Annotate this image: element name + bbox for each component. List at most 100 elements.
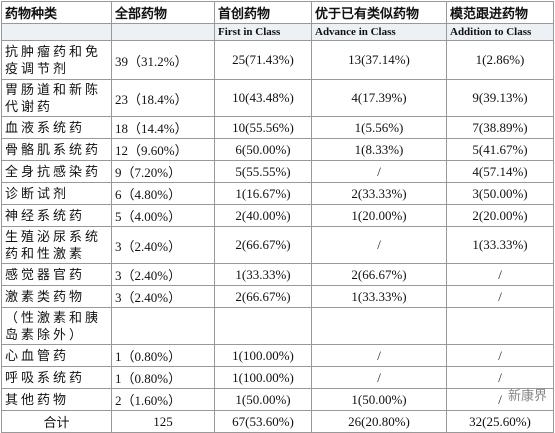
advance-cell: /: [311, 226, 447, 264]
category-cell: 激素类药物: [1, 285, 112, 308]
table-row: 合计 125 67(53.60%) 26(20.80%) 32(25.60%): [1, 410, 554, 433]
total-cell: [111, 307, 215, 345]
table-row: 全身抗感染药 9（7.20%） 5(55.55%)/4(57.14%): [1, 160, 554, 183]
header-cell: 药物种类: [1, 1, 112, 24]
total-cell: 39（31.2%）: [111, 40, 215, 80]
first-cell: 2(40.00%): [214, 204, 312, 227]
first-cell: 1(100.00%): [214, 366, 312, 389]
advance-cell: /: [311, 366, 447, 389]
first-cell: 1(16.67%): [214, 182, 312, 205]
advance-cell: /: [311, 344, 447, 367]
advance-cell: /: [311, 160, 447, 183]
first-cell: 1(33.33%): [214, 263, 312, 286]
table-row: 心血管药 1（0.80%） 1(100.00%) / /: [1, 344, 554, 367]
addition-cell: 1(33.33%): [446, 226, 554, 264]
advance-cell: 2(33.33%): [311, 182, 447, 205]
total-cell: 125: [111, 410, 215, 433]
advance-cell: 26(20.80%): [311, 410, 447, 433]
total-cell: 1（0.80%）: [111, 366, 215, 389]
total-cell: 23（18.4%）: [111, 79, 215, 117]
table-row: （性激素和胰岛素除外）: [1, 307, 554, 345]
category-cell: 抗肿瘤药和免疫调节剂: [1, 40, 112, 80]
category-cell: 血液系统药: [1, 116, 112, 139]
table-row: 药物种类 全部药物 首创药物 优于已有类似药物 模范跟进药物: [1, 1, 554, 24]
table-row: First in Class Advance in Class Addition t…: [1, 23, 554, 41]
subheader-cell: Addition to Class: [446, 23, 554, 41]
first-cell: [214, 307, 312, 345]
category-cell: 呼吸系统药: [1, 366, 112, 389]
addition-cell: [446, 307, 554, 345]
addition-cell: 1(2.86%): [446, 40, 554, 80]
table-row: 血液系统药 18（14.4%） 10(55.56%) 1(5.56%) 7(38.89%…: [1, 116, 554, 139]
first-cell: 10(55.56%): [214, 116, 312, 139]
first-cell: 67(53.60%): [214, 410, 312, 433]
subheader-cell: [1, 23, 112, 41]
addition-cell: 3(50.00%): [446, 182, 554, 205]
total-cell: 1（0.80%）: [111, 344, 215, 367]
total-cell: 9（7.20%）: [111, 160, 215, 183]
addition-cell: 5(41.67%): [446, 138, 554, 161]
first-cell: 2(66.67%): [214, 226, 312, 264]
advance-cell: 1(33.33%): [311, 285, 447, 308]
first-cell: 10(43.48%): [214, 79, 312, 117]
table-row: 诊断试剂 6（4.80%） 1(16.67%) 2(33.33%) 3(50.00%): [1, 182, 554, 205]
table-row: 抗肿瘤药和免疫调节剂 39（31.2%） 25(71.43%) 13(37.14%) 1…: [1, 40, 554, 80]
category-cell: 骨骼肌系统药: [1, 138, 112, 161]
advance-cell: [311, 307, 447, 345]
subheader-cell: First in Class: [214, 23, 312, 41]
header-cell: 优于已有类似药物: [311, 1, 447, 24]
addition-cell: /: [446, 263, 554, 286]
advance-cell: 1(50.00%): [311, 388, 447, 411]
addition-cell: 9(39.13%): [446, 79, 554, 117]
addition-cell: 7(38.89%): [446, 116, 554, 139]
watermark: 新康界: [507, 389, 547, 404]
total-cell: 3（2.40%）: [111, 263, 215, 286]
table-row: 其他药物 2（1.60%） 1(50.00%) 1(50.00%) /: [1, 388, 554, 411]
header-cell: 模范跟进药物: [446, 1, 554, 24]
category-cell: 全身抗感染药: [1, 160, 112, 183]
subheader-cell: [111, 23, 215, 41]
total-cell: 2（1.60%）: [111, 388, 215, 411]
total-cell: 3（2.40%）: [111, 226, 215, 264]
table-row: 呼吸系统药 1（0.80%） 1(100.00%) / /: [1, 366, 554, 389]
category-cell: 感觉器官药: [1, 263, 112, 286]
table-row: 骨骼肌系统药 12（9.60%） 6(50.00%) 1(8.33%) 5(41.67%…: [1, 138, 554, 161]
table-row: 感觉器官药 3（2.40%） 1(33.33%) 2(66.67%) /: [1, 263, 554, 286]
first-cell: 2(66.67%): [214, 285, 312, 308]
table-row: 神经系统药 5（4.00%） 2(40.00%) 1(20.00%) 2(20.00%): [1, 204, 554, 227]
category-cell: 其他药物: [1, 388, 112, 411]
table-row: 激素类药物 3（2.40%） 2(66.67%) 1(33.33%) /: [1, 285, 554, 308]
advance-cell: 1(20.00%): [311, 204, 447, 227]
advance-cell: 13(37.14%): [311, 40, 447, 80]
first-cell: 5(55.55%): [214, 160, 312, 183]
advance-cell: 1(5.56%): [311, 116, 447, 139]
first-cell: 6(50.00%): [214, 138, 312, 161]
addition-cell: 4(57.14%): [446, 160, 554, 183]
table-row: 胃肠道和新陈代谢药 23（18.4%） 10(43.48%) 4(17.39%) 9(3…: [1, 79, 554, 117]
total-cell: 6（4.80%）: [111, 182, 215, 205]
category-cell: 诊断试剂: [1, 182, 112, 205]
header-cell: 全部药物: [111, 1, 215, 24]
category-cell: 神经系统药: [1, 204, 112, 227]
total-cell: 3（2.40%）: [111, 285, 215, 308]
subheader-cell: Advance in Class: [311, 23, 447, 41]
advance-cell: 4(17.39%): [311, 79, 447, 117]
table-row: 生殖泌尿系统药和性激素 3（2.40%） 2(66.67%)/1(33.33%): [1, 226, 554, 264]
total-cell: 12（9.60%）: [111, 138, 215, 161]
header-cell: 首创药物: [214, 1, 312, 24]
first-cell: 25(71.43%): [214, 40, 312, 80]
first-cell: 1(100.00%): [214, 344, 312, 367]
addition-cell: 32(25.60%): [446, 410, 554, 433]
category-cell: 心血管药: [1, 344, 112, 367]
addition-cell: /: [446, 344, 554, 367]
advance-cell: 2(66.67%): [311, 263, 447, 286]
category-cell: 胃肠道和新陈代谢药: [1, 79, 112, 117]
total-cell: 18（14.4%）: [111, 116, 215, 139]
addition-cell: /: [446, 285, 554, 308]
advance-cell: 1(8.33%): [311, 138, 447, 161]
category-cell: 合计: [1, 410, 112, 433]
addition-cell: 2(20.00%): [446, 204, 554, 227]
category-cell: （性激素和胰岛素除外）: [1, 307, 112, 345]
